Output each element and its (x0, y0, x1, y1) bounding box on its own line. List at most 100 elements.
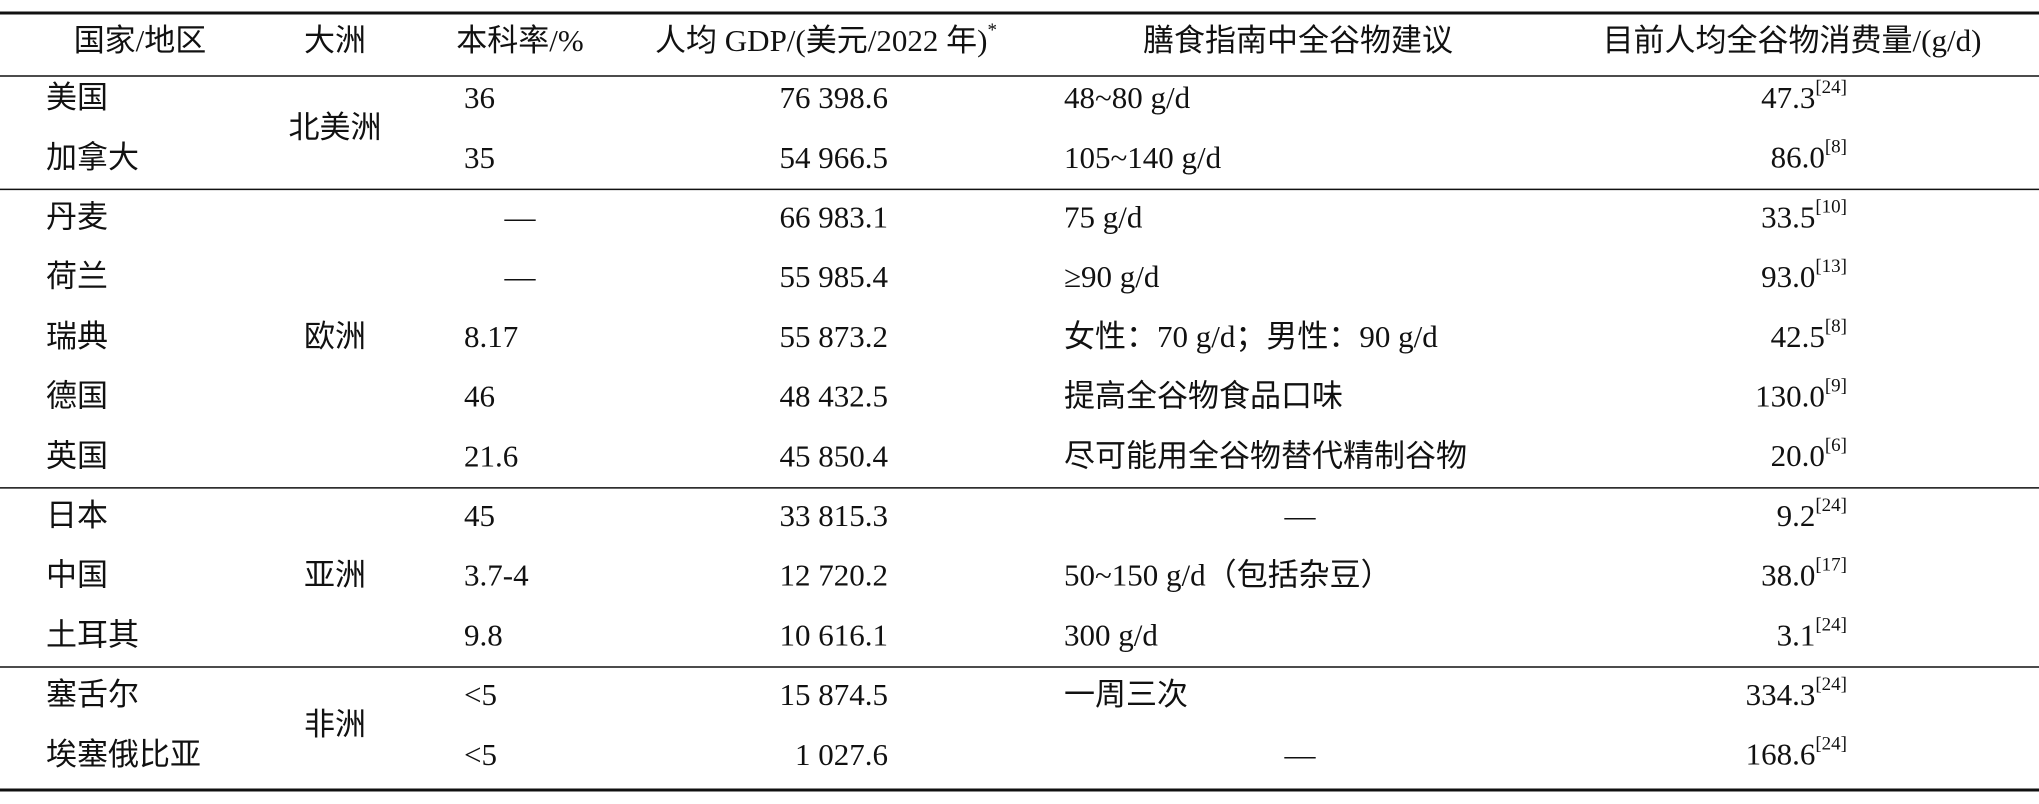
continent: 欧洲 (304, 319, 366, 354)
country: 加拿大 (46, 140, 139, 175)
guideline: ≥90 g/d (1064, 259, 1160, 294)
country: 瑞典 (46, 319, 108, 354)
rate: 8.17 (464, 319, 518, 354)
country: 日本 (46, 498, 108, 533)
rate: 35 (464, 140, 495, 175)
rate: 21.6 (464, 438, 518, 473)
reference: [24] (1815, 734, 1847, 755)
guideline: — (1284, 737, 1317, 772)
consumption: 38.0[17] (1761, 555, 1847, 593)
guideline: 提高全谷物食品口味 (1064, 379, 1343, 414)
gdp: 55 873.2 (780, 319, 889, 354)
consumption: 130.0[9] (1755, 376, 1847, 414)
consumption-value: 9.2 (1777, 498, 1816, 533)
gdp: 15 874.5 (780, 677, 889, 712)
guideline: 75 g/d (1064, 200, 1143, 235)
consumption: 168.6[24] (1746, 734, 1847, 772)
continent: 非洲 (304, 707, 366, 742)
reference: [17] (1815, 555, 1847, 576)
consumption-value: 86.0 (1771, 140, 1825, 175)
consumption-value: 130.0 (1755, 379, 1825, 414)
consumption: 42.5[8] (1771, 316, 1847, 354)
rate: — (504, 259, 537, 294)
rate: 46 (464, 379, 495, 414)
consumption-value: 3.1 (1777, 617, 1816, 652)
rate: — (504, 200, 537, 235)
reference: [24] (1815, 615, 1847, 636)
reference: [24] (1815, 77, 1847, 98)
consumption: 334.3[24] (1746, 674, 1847, 712)
consumption-value: 38.0 (1761, 558, 1815, 593)
country: 英国 (46, 438, 108, 473)
header-cell: 膳食指南中全谷物建议 (1143, 23, 1453, 58)
gdp: 55 985.4 (780, 259, 889, 294)
consumption-value: 33.5 (1761, 200, 1815, 235)
rate: 9.8 (464, 617, 503, 652)
header-cell: 本科率/% (456, 23, 583, 58)
country: 中国 (46, 558, 108, 593)
header-text: 本科率/% (456, 23, 583, 58)
consumption-value: 42.5 (1771, 319, 1825, 354)
reference: [24] (1815, 495, 1847, 516)
reference: [8] (1825, 137, 1847, 158)
consumption-value: 334.3 (1746, 677, 1816, 712)
consumption: 33.5[10] (1761, 197, 1847, 235)
guideline: 女性：70 g/d；男性：90 g/d (1064, 319, 1438, 354)
gdp: 66 983.1 (780, 200, 889, 235)
guideline: 一周三次 (1064, 677, 1188, 712)
reference: [9] (1825, 376, 1847, 397)
guideline: 48~80 g/d (1064, 80, 1191, 115)
rate: 45 (464, 498, 495, 533)
gdp: 12 720.2 (780, 558, 889, 593)
header-note: * (987, 20, 997, 41)
header-text: 膳食指南中全谷物建议 (1143, 23, 1453, 58)
header-cell: 目前人均全谷物消费量/(g/d) (1603, 23, 1982, 58)
reference: [6] (1825, 436, 1847, 457)
header-text: 人均 GDP/(美元/2022 年) (655, 23, 987, 58)
consumption: 3.1[24] (1777, 615, 1847, 653)
reference: [10] (1815, 197, 1847, 218)
country: 荷兰 (46, 259, 108, 294)
gdp: 54 966.5 (780, 140, 889, 175)
consumption-value: 47.3 (1761, 80, 1815, 115)
header-cell: 人均 GDP/(美元/2022 年)* (655, 20, 997, 58)
header-text: 国家/地区 (74, 23, 207, 58)
rate: <5 (464, 677, 497, 712)
country: 土耳其 (46, 617, 139, 652)
country: 美国 (46, 80, 108, 115)
consumption: 86.0[8] (1771, 137, 1847, 175)
consumption: 93.0[13] (1761, 256, 1847, 294)
continent: 北美洲 (289, 110, 382, 145)
rate: 3.7-4 (464, 558, 529, 593)
header-text: 目前人均全谷物消费量/(g/d) (1603, 23, 1982, 58)
header-text: 大洲 (304, 23, 366, 58)
consumption-value: 20.0 (1771, 438, 1825, 473)
header-cell: 国家/地区 (74, 23, 207, 58)
rate: <5 (464, 737, 497, 772)
country: 塞舌尔 (46, 677, 139, 712)
gdp: 48 432.5 (780, 379, 889, 414)
guideline: 300 g/d (1064, 617, 1158, 652)
country: 埃塞俄比亚 (46, 737, 201, 772)
reference: [8] (1825, 316, 1847, 337)
guideline: 尽可能用全谷物替代精制谷物 (1064, 438, 1467, 473)
consumption: 9.2[24] (1777, 495, 1847, 533)
country: 丹麦 (46, 200, 108, 235)
consumption: 20.0[6] (1771, 436, 1847, 474)
gdp: 1 027.6 (795, 737, 888, 772)
rate: 36 (464, 80, 495, 115)
gdp: 76 398.6 (780, 80, 889, 115)
gdp: 33 815.3 (780, 498, 889, 533)
guideline: — (1284, 498, 1317, 533)
guideline: 50~150 g/d（包括杂豆） (1064, 558, 1392, 593)
country: 德国 (46, 379, 108, 414)
reference: [24] (1815, 674, 1847, 695)
gdp: 10 616.1 (780, 617, 889, 652)
consumption-value: 168.6 (1746, 737, 1816, 772)
reference: [13] (1815, 256, 1847, 277)
consumption: 47.3[24] (1761, 77, 1847, 115)
consumption-value: 93.0 (1761, 259, 1815, 294)
continent: 亚洲 (304, 558, 366, 593)
